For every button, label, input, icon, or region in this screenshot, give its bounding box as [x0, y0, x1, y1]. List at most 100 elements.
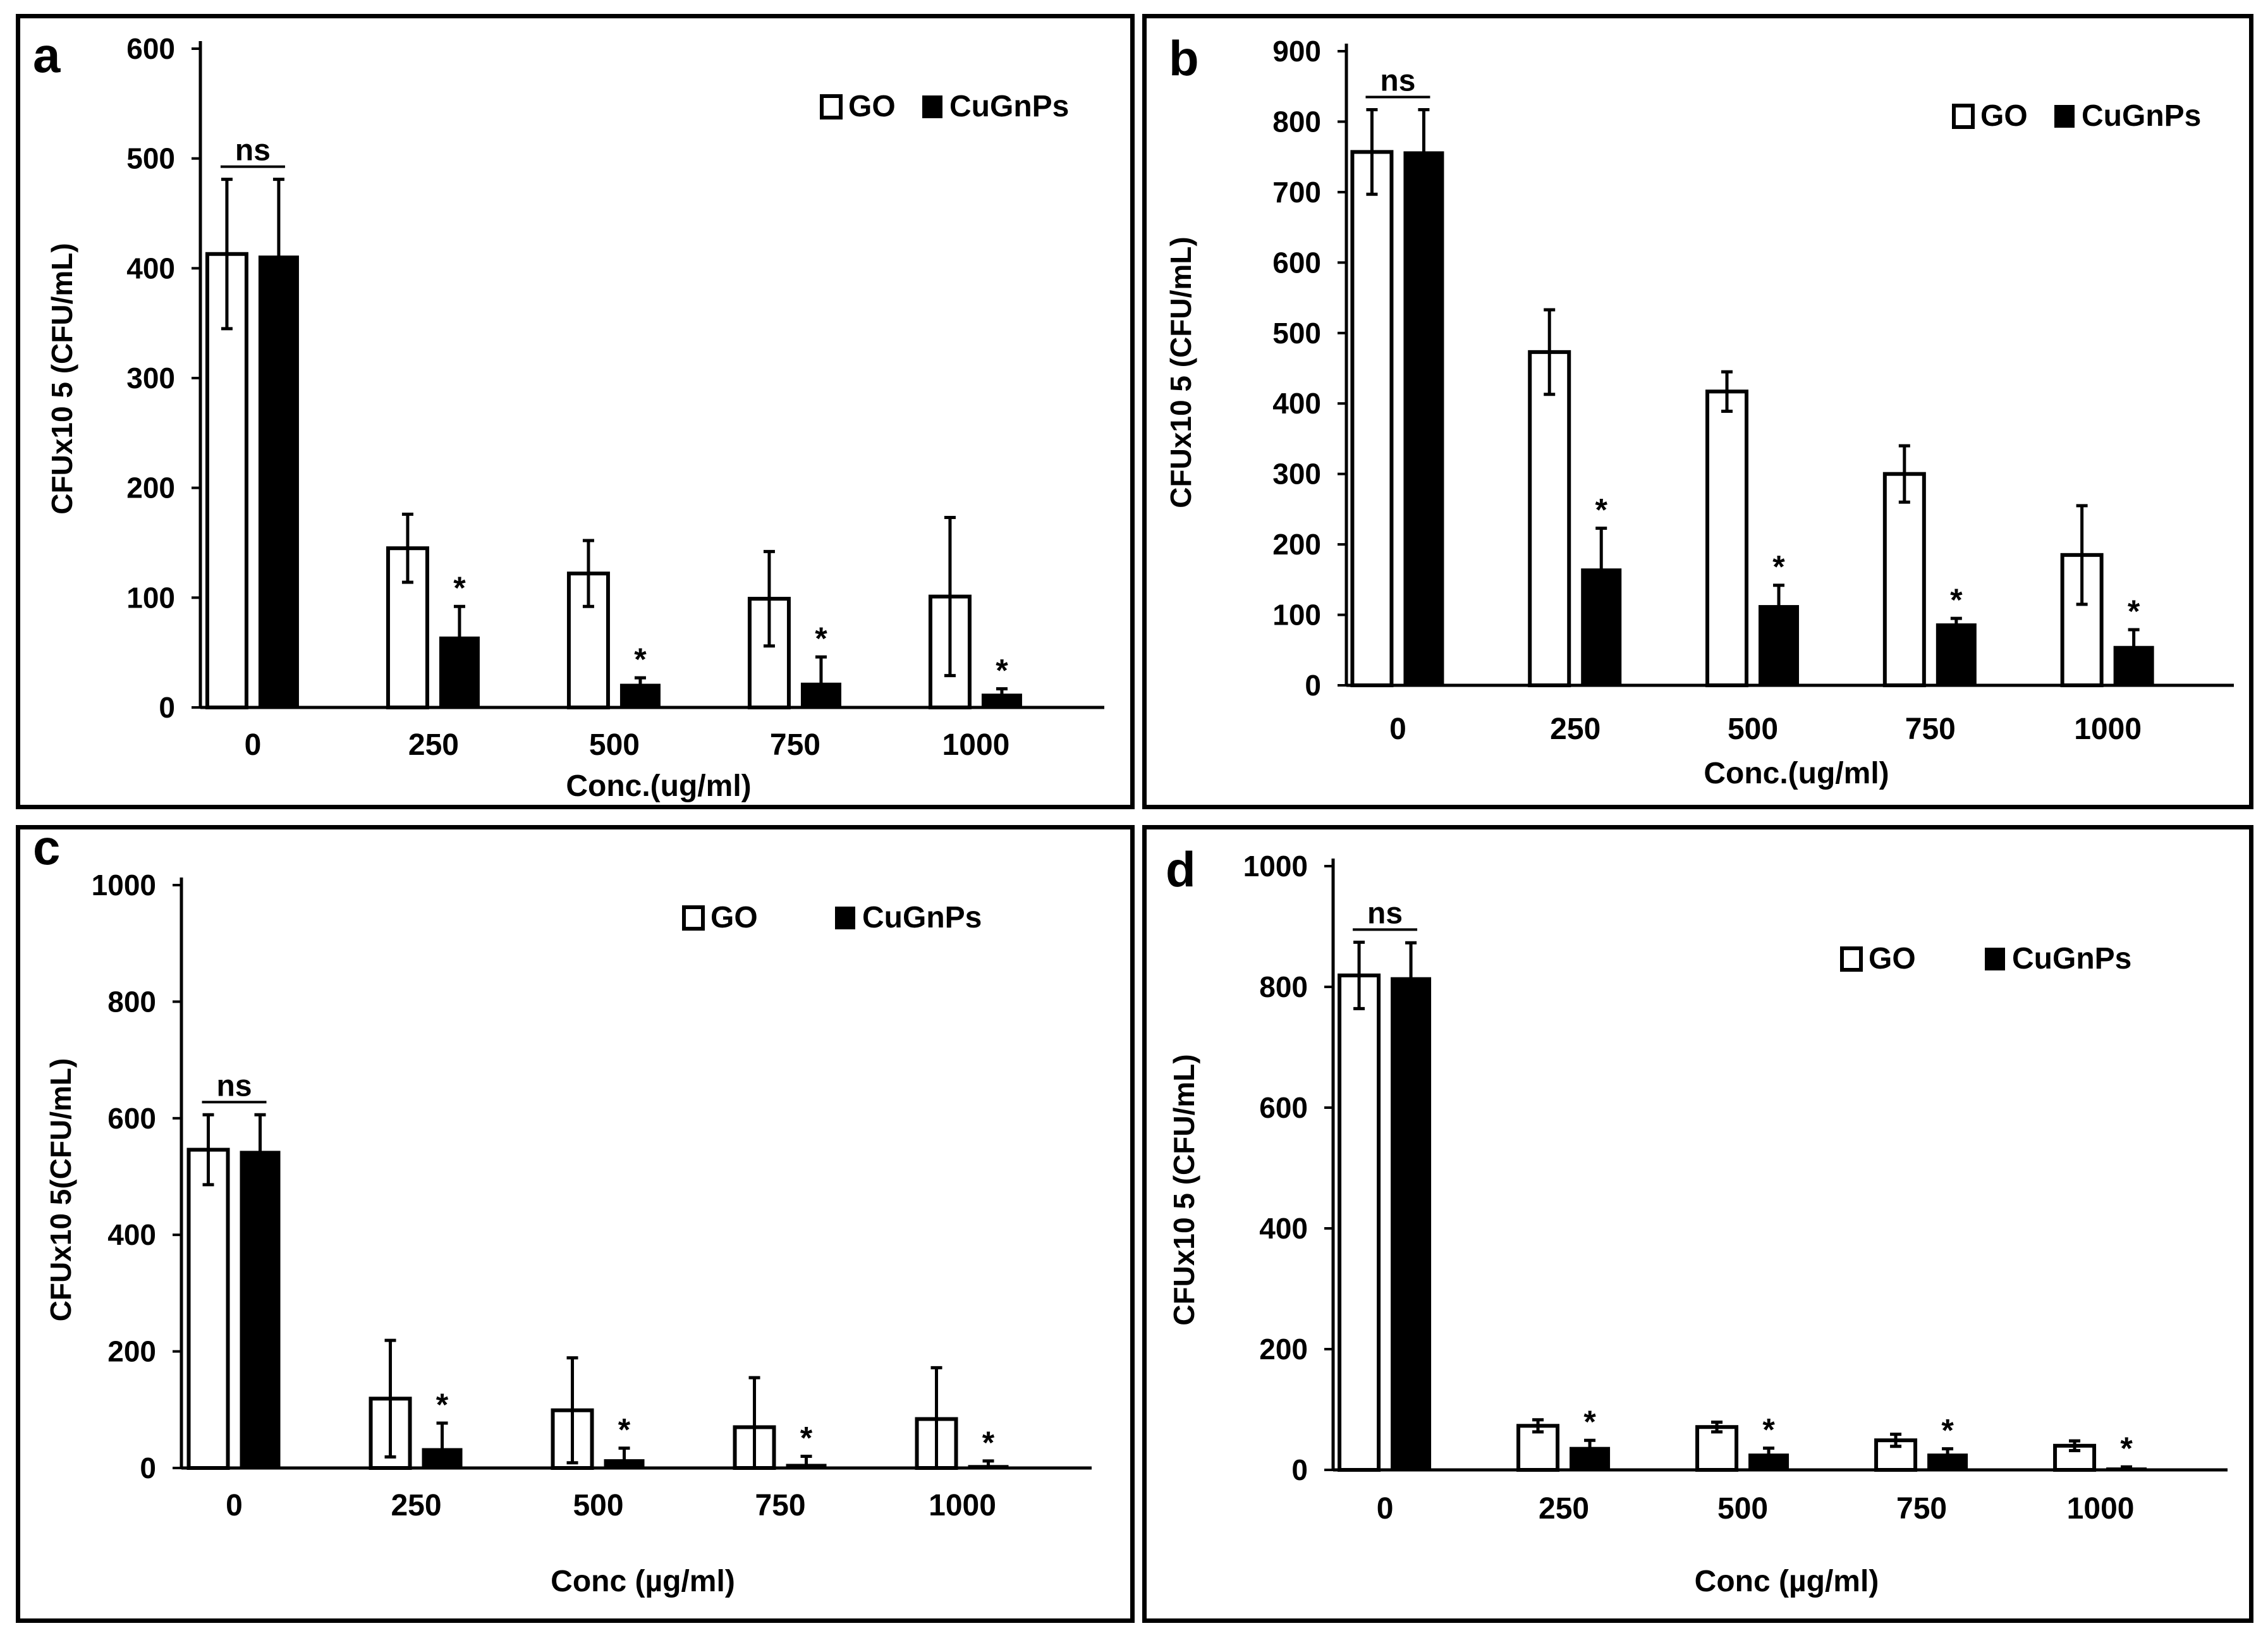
y-tick-label: 400 — [107, 1218, 156, 1251]
x-tick-label: 750 — [1896, 1492, 1947, 1526]
x-tick-label: 750 — [770, 728, 820, 762]
x-tick-label: 500 — [589, 728, 640, 762]
go-bar — [1882, 472, 1926, 688]
legend-go-swatch — [682, 905, 705, 931]
chart-d: d 0 200 400 600 800 1000 CFUx10 5 (CFU/mL) Conc … — [1166, 841, 2228, 1598]
y-tick-label: 0 — [159, 691, 175, 724]
significance-label: ns — [235, 134, 271, 168]
cugnps-bar — [604, 1459, 645, 1469]
chart-b: b 0 100 200 300 400 500 600 700 800 900 CFUx10 5 (C… — [1164, 30, 2234, 790]
significance-label: ns — [217, 1069, 252, 1103]
cugnps-bar — [1927, 1453, 1968, 1471]
x-tick-label: 500 — [1728, 713, 1778, 746]
significance-label: * — [2120, 1431, 2133, 1466]
cugnps-bar — [240, 1151, 281, 1469]
legend-go-swatch — [1840, 946, 1863, 972]
significance-label: * — [2128, 594, 2140, 629]
x-tick-label: 0 — [226, 1489, 243, 1522]
cugnps-bar — [1759, 605, 1800, 686]
significance-label: ns — [1380, 64, 1415, 97]
x-tick-label: 1000 — [2074, 713, 2142, 746]
y-tick-label: 500 — [1272, 317, 1321, 350]
cugnps-bar — [258, 255, 299, 709]
cugnps-bar — [2113, 645, 2154, 687]
significance-label: * — [1950, 582, 1963, 618]
panel-label: c — [33, 829, 60, 875]
y-axis-label: CFUx10 5(CFU/mL) — [44, 1058, 77, 1322]
y-tick-label: 600 — [1272, 246, 1321, 279]
y-axis-label: CFUx10 5 (CFU/mL) — [1164, 236, 1197, 508]
significance-label: * — [1762, 1412, 1775, 1448]
x-tick-label: 1000 — [2067, 1492, 2135, 1526]
y-tick-label: 200 — [126, 472, 175, 505]
significance-label: * — [1595, 492, 1607, 527]
cugnps-bar — [1581, 568, 1622, 686]
go-bar — [186, 1147, 230, 1470]
x-tick-label: 750 — [755, 1489, 805, 1522]
y-tick-label: 200 — [1259, 1333, 1308, 1366]
y-tick-label: 600 — [107, 1102, 156, 1135]
x-tick-label: 0 — [245, 728, 262, 762]
go-bar — [1350, 150, 1394, 688]
legend-go-swatch — [820, 94, 843, 119]
go-bar — [1705, 389, 1749, 687]
legend-go-swatch — [1952, 104, 1975, 129]
significance-label: * — [634, 642, 647, 677]
cugnps-bar — [422, 1448, 463, 1469]
x-axis-label: Conc (µg/ml) — [1695, 1565, 1879, 1598]
y-tick-label: 100 — [1272, 599, 1321, 632]
significance-label: * — [453, 570, 466, 606]
y-tick-label: 800 — [1259, 970, 1308, 1003]
cugnps-bar — [2106, 1467, 2147, 1471]
y-tick-label: 0 — [1305, 669, 1321, 702]
y-tick-label: 800 — [1272, 105, 1321, 138]
x-tick-label: 1000 — [942, 728, 1010, 762]
y-tick-label: 1000 — [92, 869, 156, 902]
go-bar — [1695, 1425, 1739, 1472]
y-tick-label: 400 — [1272, 387, 1321, 420]
y-tick-label: 400 — [1259, 1212, 1308, 1245]
legend-go-label: GO — [848, 90, 896, 123]
significance-label: * — [815, 621, 827, 656]
significance-label: * — [996, 652, 1008, 688]
x-axis-label: Conc.(ug/ml) — [1704, 757, 1889, 790]
go-bar — [1338, 973, 1381, 1472]
y-tick-label: 1000 — [1243, 850, 1308, 883]
significance-label: ns — [1367, 896, 1403, 930]
legend-cugnps-swatch — [835, 907, 855, 929]
cugnps-bar — [1936, 623, 1977, 686]
x-tick-label: 250 — [1539, 1492, 1589, 1526]
x-tick-label: 500 — [1717, 1492, 1768, 1526]
cugnps-bar — [1748, 1453, 1789, 1471]
legend-go-label: GO — [1869, 942, 1916, 976]
panel-label: a — [33, 27, 61, 83]
x-tick-label: 250 — [1550, 713, 1600, 746]
significance-label: * — [800, 1421, 813, 1456]
legend-go-label: GO — [1980, 99, 2028, 133]
x-tick-label: 250 — [391, 1489, 441, 1522]
y-tick-label: 0 — [140, 1452, 156, 1484]
significance-label: * — [1772, 549, 1785, 585]
y-axis-label: CFUx10 5 (CFU/mL) — [46, 243, 78, 514]
legend-cugnps-label: CuGnPs — [862, 901, 982, 934]
x-tick-label: 750 — [1905, 713, 1956, 746]
panel-d: d 0 200 400 600 800 1000 CFUx10 5 (CFU/mL) Conc … — [1142, 825, 2253, 1623]
cugnps-bar — [968, 1465, 1009, 1469]
cugnps-bar — [981, 694, 1022, 709]
y-tick-label: 400 — [126, 252, 175, 284]
significance-label: * — [1941, 1413, 1954, 1448]
legend-go-label: GO — [710, 901, 758, 934]
panel-label: d — [1166, 841, 1196, 897]
cugnps-bar — [439, 636, 480, 708]
cugnps-bar — [800, 682, 841, 708]
y-tick-label: 100 — [126, 581, 175, 614]
legend-cugnps-swatch — [1985, 948, 2005, 970]
y-tick-label: 700 — [1272, 176, 1321, 209]
y-tick-label: 300 — [1272, 458, 1321, 491]
legend-cugnps-swatch — [2054, 105, 2075, 128]
x-tick-label: 250 — [408, 728, 459, 762]
significance-label: * — [1583, 1404, 1596, 1440]
significance-label: * — [982, 1425, 995, 1460]
y-tick-label: 200 — [107, 1335, 156, 1368]
x-tick-label: 1000 — [929, 1489, 996, 1522]
